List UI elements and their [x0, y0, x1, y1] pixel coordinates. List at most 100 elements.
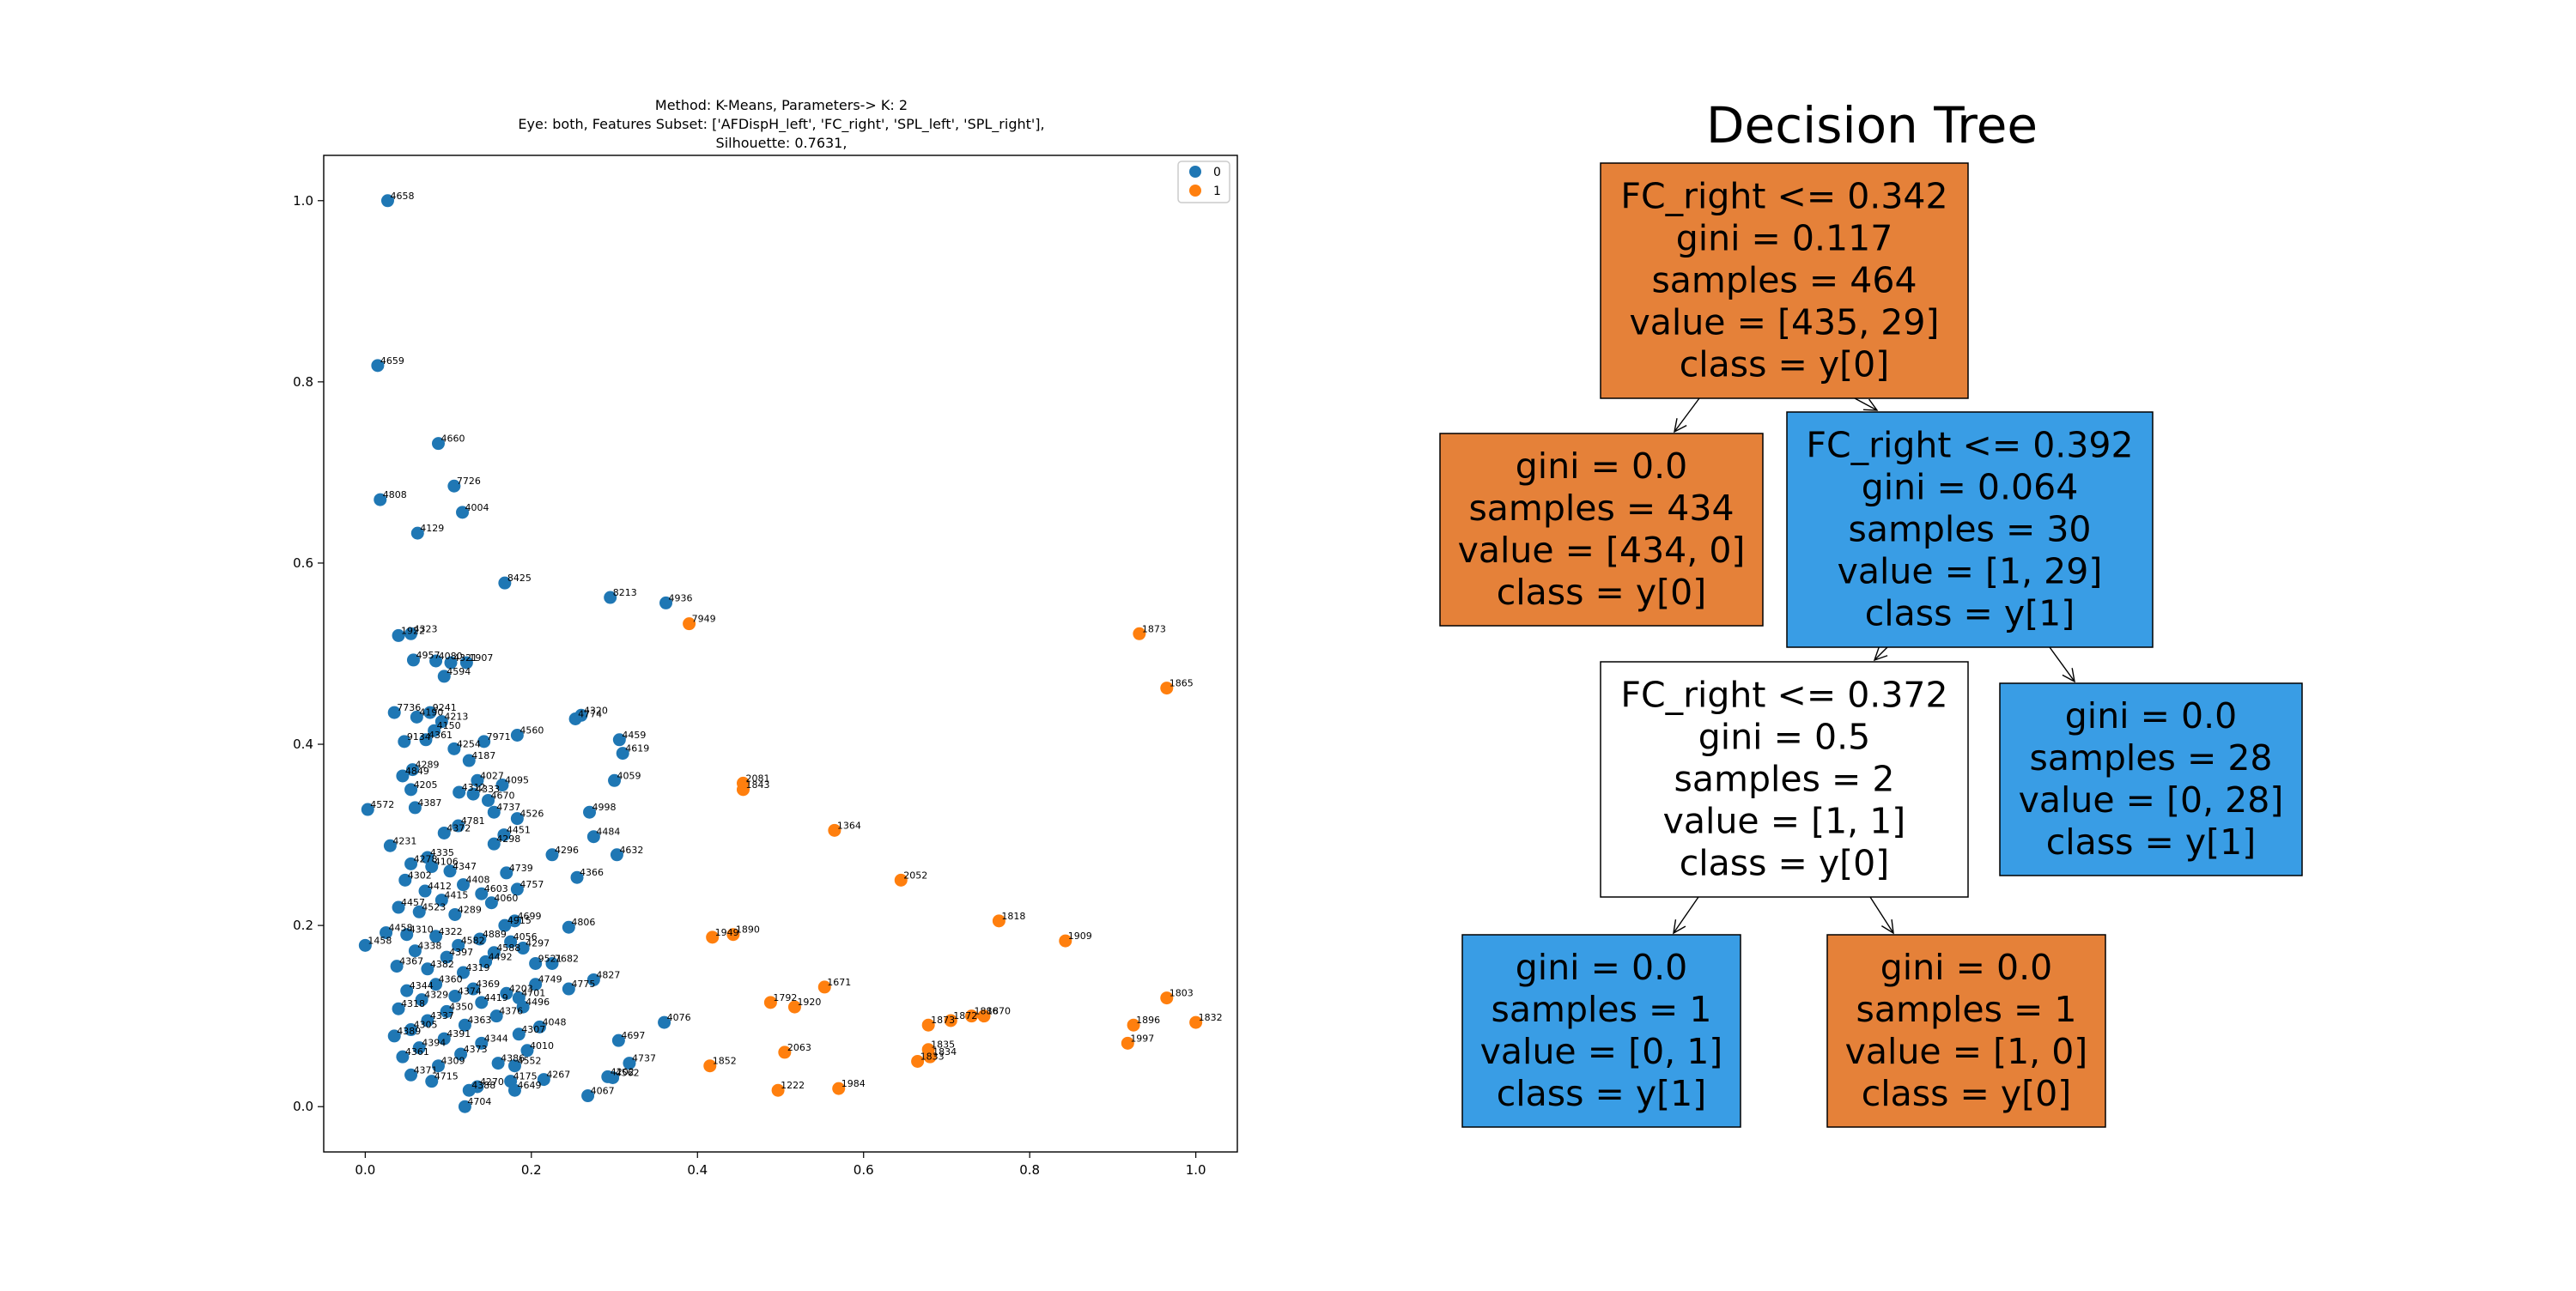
tree-node-box [1786, 411, 2154, 648]
scatter-point-label: 4004 [465, 502, 489, 513]
scatter-point-label: 4297 [526, 938, 550, 949]
scatter-point-label: 4391 [447, 1028, 471, 1039]
scatter-point-label: 4363 [467, 1015, 491, 1026]
scatter-point-label: 4492 [489, 951, 513, 962]
scatter-point-cluster-0 [371, 359, 385, 373]
scatter-point-cluster-0 [574, 708, 588, 722]
scatter-point-label: 4560 [519, 724, 544, 736]
scatter-point-cluster-0 [616, 747, 629, 761]
scatter-point-cluster-0 [520, 1044, 534, 1058]
scatter-point-cluster-0 [440, 1004, 453, 1018]
scatter-point-label: 1843 [745, 779, 769, 791]
scatter-point-cluster-0 [529, 978, 543, 991]
scatter-point-cluster-0 [504, 935, 518, 949]
tree-edges [1673, 397, 2075, 935]
scatter-point-label: 1671 [827, 977, 851, 988]
scatter-point-cluster-1 [683, 617, 696, 631]
scatter-point-cluster-0 [623, 1057, 636, 1070]
scatter-point-cluster-0 [606, 1070, 620, 1084]
scatter-point-label: 4318 [401, 998, 425, 1009]
scatter-point-cluster-0 [404, 783, 418, 797]
scatter-point-cluster-0 [459, 656, 473, 670]
scatter-point-label: 4408 [466, 875, 490, 886]
scatter-point-label: 4588 [496, 942, 520, 954]
scatter-point-cluster-0 [612, 733, 626, 747]
tree-node-text: gini = 0.0 [1880, 947, 2052, 988]
scatter-point-cluster-0 [428, 724, 441, 737]
scatter-point-cluster-0 [410, 526, 424, 540]
scatter-point-label: 4562 [616, 1067, 640, 1078]
scatter-point-cluster-0 [482, 793, 495, 807]
scatter-point-cluster-0 [498, 576, 512, 590]
y-tick-label: 0.4 [293, 736, 313, 752]
scatter-point-label: 4889 [483, 929, 507, 940]
scatter-point-cluster-0 [495, 779, 509, 792]
scatter-point-label: 7736 [397, 702, 421, 713]
scatter-point-label: 1873 [1142, 623, 1166, 634]
scatter-point-cluster-1 [992, 914, 1005, 928]
scatter-point-cluster-0 [425, 860, 439, 874]
scatter-point-cluster-0 [562, 982, 575, 996]
scatter-point-cluster-0 [487, 946, 501, 960]
scatter-point-label: 4305 [414, 1020, 438, 1031]
tree-node-text: value = [0, 1] [1480, 1031, 1723, 1072]
tree-edge-n3-n6 [1869, 896, 1894, 934]
scatter-point-label: 4076 [667, 1012, 691, 1023]
scatter-point-cluster-1 [977, 1009, 991, 1023]
scatter-point-label: 4389 [397, 1026, 421, 1037]
scatter-point-label: 4366 [580, 867, 604, 878]
scatter-point-cluster-0 [400, 984, 414, 997]
scatter-point-cluster-0 [405, 763, 419, 777]
tree-node-text: FC_right <= 0.392 [1806, 425, 2133, 466]
scatter-point-cluster-0 [448, 989, 462, 1003]
scatter-point-cluster-0 [392, 628, 405, 642]
tree-node-text: value = [434, 0] [1458, 530, 1746, 571]
scatter-point-label: 4458 [389, 923, 413, 934]
scatter-point-label: 4027 [480, 770, 504, 781]
scatter-point-cluster-0 [489, 1009, 503, 1023]
scatter-point-cluster-0 [396, 769, 410, 783]
scatter-point-label: 4338 [417, 941, 441, 952]
scatter-point-label: 4150 [437, 720, 461, 731]
scatter-point-cluster-1 [706, 930, 720, 944]
tree-node-text: class = y[0] [1497, 572, 1707, 613]
scatter-point-label: 4715 [434, 1071, 459, 1082]
scatter-point-cluster-1 [894, 873, 908, 887]
scatter-point-cluster-0 [423, 706, 437, 719]
tree-node-text: FC_right <= 0.342 [1620, 176, 1947, 217]
scatter-point-label: 4737 [496, 802, 520, 813]
scatter-point-cluster-0 [659, 596, 673, 609]
scatter-point-label: 2063 [787, 1042, 811, 1053]
scatter-point-cluster-0 [500, 986, 513, 1000]
scatter-point-label: 4699 [517, 911, 541, 922]
scatter-point-cluster-0 [611, 1033, 625, 1047]
scatter-point-label: 4374 [458, 985, 482, 997]
scatter-point-cluster-0 [412, 1041, 426, 1055]
scatter-point-label: 4067 [591, 1086, 615, 1097]
scatter-point-label: 4412 [428, 881, 452, 892]
scatter-point-cluster-1 [817, 980, 831, 994]
scatter-point-label: 4697 [621, 1030, 645, 1041]
scatter-title-line-1: Method: K-Means, Parameters-> K: 2 [655, 97, 908, 113]
scatter-point-label: 4320 [584, 705, 608, 716]
tree-node-text: class = y[0] [1680, 843, 1890, 884]
scatter-point-cluster-0 [610, 848, 623, 862]
tree-node-text: class = y[0] [1680, 344, 1890, 385]
scatter-point-label: 1835 [931, 1039, 955, 1051]
tree-node-box [1826, 934, 2106, 1128]
scatter-point-label: 4060 [494, 893, 518, 904]
scatter-point-cluster-0 [437, 826, 451, 839]
scatter-point-label: 4388 [471, 1080, 495, 1091]
scatter-point-label: 4382 [430, 959, 454, 970]
scatter-point-label: 4457 [401, 897, 425, 908]
scatter-point-cluster-1 [944, 1014, 957, 1027]
scatter-point-label: 4808 [383, 489, 407, 500]
scatter-point-label: 4335 [430, 847, 454, 858]
scatter-point-label: 1832 [1199, 1012, 1223, 1023]
tree-node-text: value = [1, 1] [1663, 801, 1906, 842]
scatter-point-cluster-0 [510, 728, 524, 742]
scatter-point-cluster-1 [828, 823, 841, 837]
scatter-point-label: 1873 [931, 1015, 955, 1026]
scatter-point-label: 2081 [745, 773, 769, 784]
